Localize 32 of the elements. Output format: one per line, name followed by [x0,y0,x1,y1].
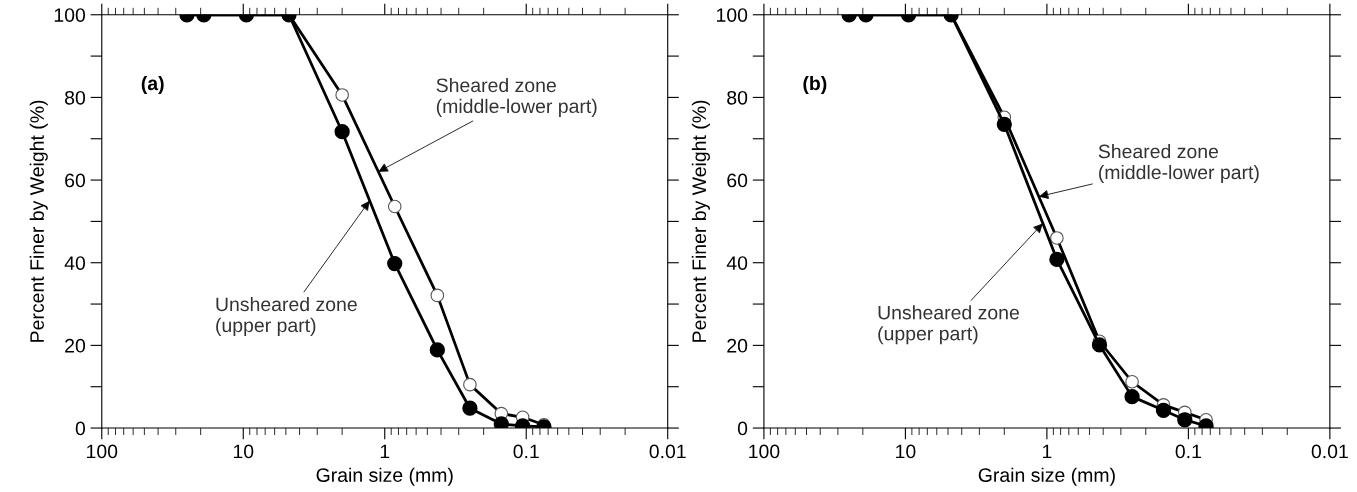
x-tick-label: 0.1 [513,444,539,459]
y-tick-label: 100 [54,8,86,22]
y-tick-label: 40 [64,256,86,270]
x-axis-title: Grain size (mm) [316,467,453,486]
annotation: (a) [141,75,164,95]
y-axis-title: Percent Finer by Weight (%) [691,100,710,342]
y-axis-title: Percent Finer by Weight (%) [29,100,48,342]
y-tick-label: 80 [65,90,86,105]
y-tick-label: 60 [65,173,86,188]
y-tick-label: 80 [727,90,748,105]
y-tick-label: 0 [737,421,748,436]
x-tick-label: 0.01 [1311,444,1348,459]
y-tick-label: 100 [716,8,748,22]
annotation: Unsheared zone (upper part) [878,305,1019,345]
y-tick-label: 0 [75,421,86,436]
annotation: Sheared zone (middle-lower part) [436,77,597,117]
annotation: Unsheared zone (upper part) [216,296,357,336]
x-tick-label: 10 [896,444,916,459]
x-tick-label: 100 [87,444,118,459]
annotation: Sheared zone (middle-lower part) [1098,144,1259,184]
annotation: (b) [803,75,827,95]
x-tick-label: 1 [380,444,390,459]
x-axis-title: Grain size (mm) [978,467,1115,486]
x-tick-label: 0.01 [649,444,686,459]
x-tick-label: 100 [749,444,780,459]
x-tick-label: 10 [233,444,254,459]
x-tick-label: 1 [1042,444,1052,459]
y-tick-label: 40 [726,256,748,270]
y-tick-label: 20 [65,338,86,353]
x-tick-label: 0.1 [1175,444,1201,459]
y-tick-label: 20 [727,338,748,353]
y-tick-label: 60 [727,173,748,188]
